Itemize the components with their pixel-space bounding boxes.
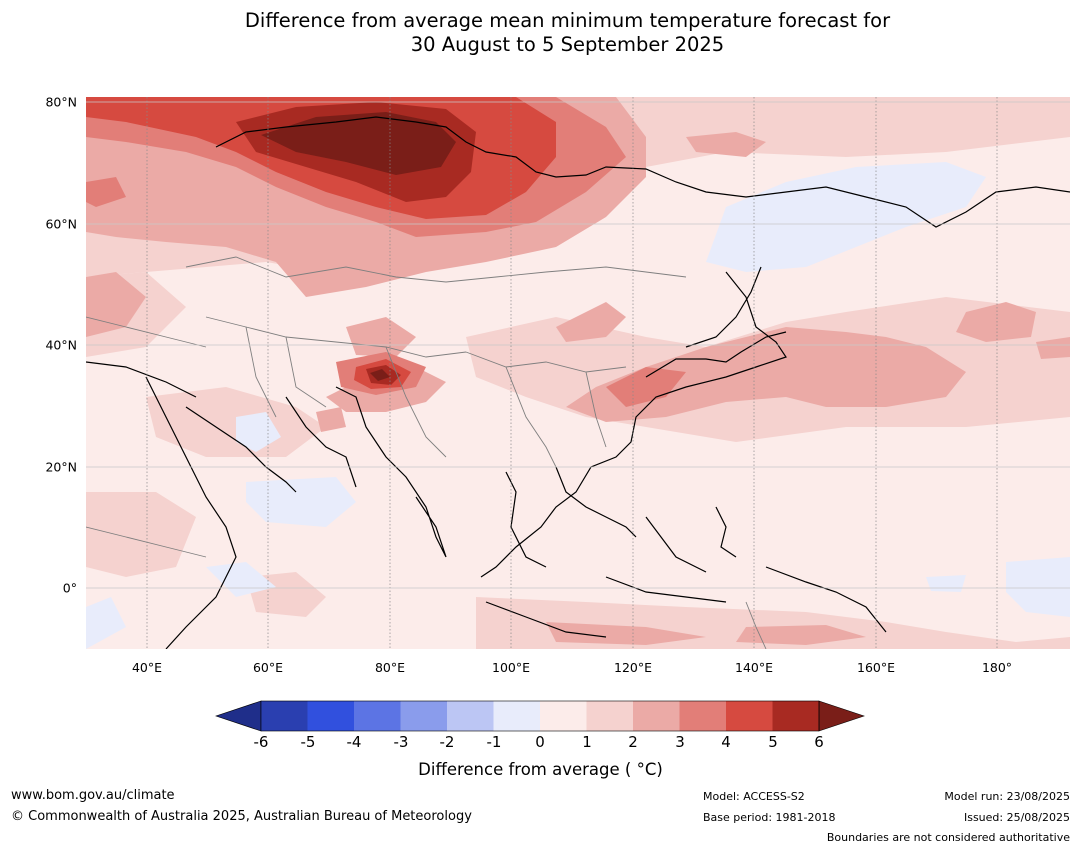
colorbar-tick: -6 xyxy=(253,733,269,751)
footer-disclaimer: Boundaries are not considered authoritat… xyxy=(826,831,1070,844)
lon-label-100e: 100°E xyxy=(491,660,531,675)
lat-label-0: 0° xyxy=(62,580,77,596)
graticule-parallels xyxy=(86,101,1070,589)
colorbar-label: Difference from average ( °C) xyxy=(418,760,663,779)
colorbar-tick: 6 xyxy=(814,733,824,751)
colorbar-cell xyxy=(633,701,680,731)
colorbar-cell xyxy=(540,701,587,731)
colorbar-cell xyxy=(400,701,447,731)
anomaly-negative-regions xyxy=(86,162,1070,649)
colorbar-cell xyxy=(447,701,494,731)
colorbar-outline xyxy=(260,700,820,732)
lat-label-40n: 40°N xyxy=(45,337,77,353)
colorbar-tick: 0 xyxy=(535,733,545,751)
lon-label-60e: 60°E xyxy=(252,660,284,675)
lon-label-40e: 40°E xyxy=(131,660,163,675)
anomaly-above-6-regions xyxy=(261,112,456,381)
colorbar-cell xyxy=(586,701,633,731)
colorbar-tick: -1 xyxy=(486,733,502,751)
colorbar-cell xyxy=(493,701,540,731)
lon-label-120e: 120°E xyxy=(613,660,653,675)
colorbar-cell xyxy=(772,701,819,731)
footer-website: www.bom.gov.au/climate xyxy=(11,788,175,803)
lon-label-180: 180° xyxy=(981,660,1013,675)
lon-label-160e: 160°E xyxy=(856,660,896,675)
colorbar-cell xyxy=(354,701,401,731)
lat-label-60n: 60°N xyxy=(45,216,77,232)
colorbar-tick: -5 xyxy=(300,733,316,751)
title-line-2: 30 August to 5 September 2025 xyxy=(410,33,725,56)
colorbar-tick: 1 xyxy=(582,733,592,751)
footer-issued: Issued: 25/08/2025 xyxy=(963,811,1070,824)
lon-label-140e: 140°E xyxy=(734,660,774,675)
lon-label-80e: 80°E xyxy=(374,660,406,675)
colorbar-tick: -3 xyxy=(393,733,409,751)
footer-model: Model: ACCESS-S2 xyxy=(703,790,805,803)
colorbar-tick: 5 xyxy=(768,733,778,751)
colorbar-extend-high xyxy=(818,700,865,732)
footer-copyright: © Commonwealth of Australia 2025, Austra… xyxy=(11,809,472,824)
colorbar-tick: 3 xyxy=(675,733,685,751)
colorbar-tick: 2 xyxy=(628,733,638,751)
lat-label-20n: 20°N xyxy=(45,459,77,475)
graticule-meridians xyxy=(146,97,998,649)
coastlines xyxy=(86,116,1070,649)
colorbar xyxy=(215,700,865,732)
map-canvas xyxy=(86,97,1070,649)
lat-label-80n: 80°N xyxy=(45,94,77,110)
colorbar-cell xyxy=(261,701,308,731)
colorbar-tick: -2 xyxy=(439,733,455,751)
colorbar-tick: -4 xyxy=(346,733,362,751)
title-line-1: Difference from average mean minimum tem… xyxy=(244,9,891,32)
country-borders xyxy=(86,256,767,649)
colorbar-cell xyxy=(726,701,773,731)
colorbar-cell xyxy=(307,701,354,731)
colorbar-extend-low xyxy=(215,700,262,732)
footer-base-period: Base period: 1981-2018 xyxy=(703,811,836,824)
footer-model-run: Model run: 23/08/2025 xyxy=(944,790,1070,803)
forecast-map xyxy=(86,97,1070,649)
colorbar-tick: 4 xyxy=(721,733,731,751)
colorbar-cell xyxy=(679,701,726,731)
chart-title: Difference from average mean minimum tem… xyxy=(0,9,1081,57)
